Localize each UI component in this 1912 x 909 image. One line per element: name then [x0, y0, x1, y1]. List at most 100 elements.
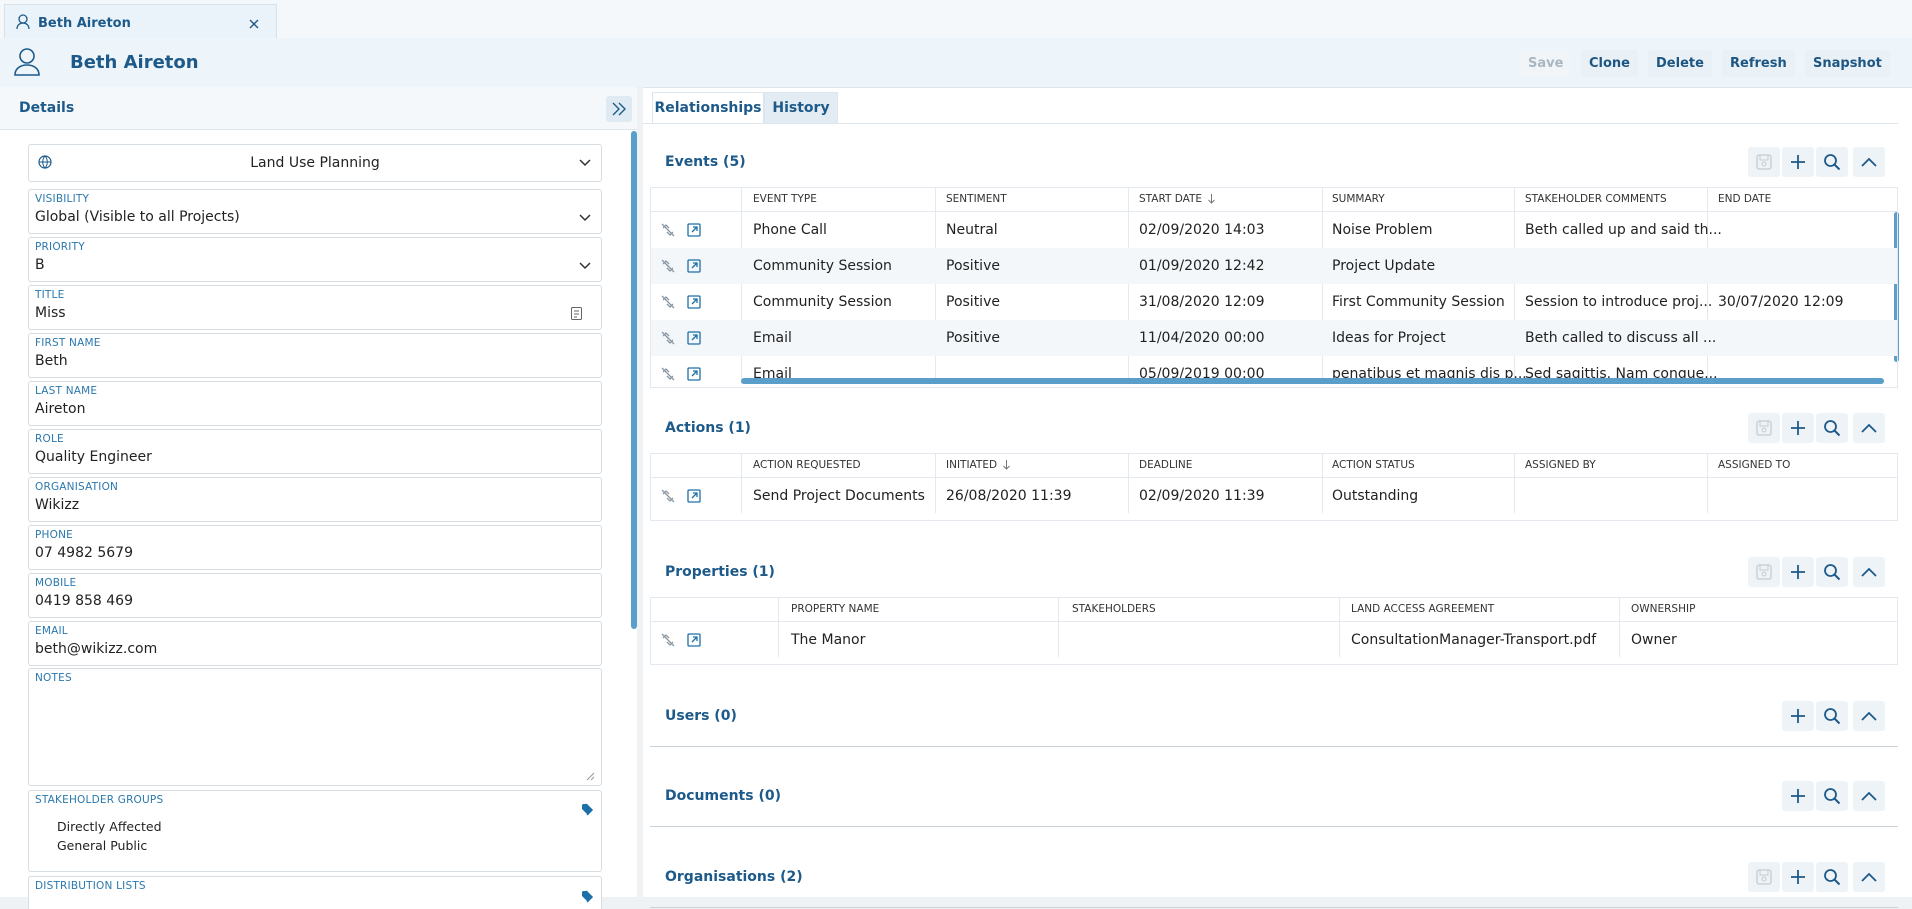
add-icon[interactable] [1790, 869, 1806, 885]
field-value[interactable]: 0419 858 469 [35, 593, 133, 609]
collapse-section-icon[interactable] [1861, 420, 1877, 436]
close-icon[interactable] [249, 19, 259, 29]
search-icon[interactable] [1824, 564, 1841, 581]
field-box[interactable] [28, 189, 602, 234]
add-icon[interactable] [1790, 154, 1806, 170]
toolbar-button[interactable]: Snapshot [1805, 50, 1890, 77]
chevron[interactable] [579, 214, 591, 222]
search-icon[interactable] [1824, 869, 1841, 886]
field-value[interactable]: Quality Engineer [35, 449, 152, 465]
column-header[interactable]: SUMMARY [1332, 193, 1385, 205]
section-title[interactable]: Organisations (2) [665, 869, 803, 885]
column-header[interactable]: LAND ACCESS AGREEMENT [1351, 603, 1495, 615]
search-icon[interactable] [1824, 788, 1841, 805]
open-icon[interactable] [687, 367, 701, 381]
notes-box[interactable] [28, 668, 602, 786]
column-header[interactable]: ACTION STATUS [1332, 459, 1415, 471]
search-icon[interactable] [1824, 420, 1841, 437]
field-value[interactable]: beth@wikizz.com [35, 641, 158, 657]
field-box[interactable] [28, 285, 602, 330]
unlink-icon[interactable] [661, 489, 675, 503]
open-icon[interactable] [687, 223, 701, 237]
chevron[interactable] [579, 262, 591, 270]
field-value[interactable]: B [35, 257, 45, 273]
icon-button[interactable] [1816, 781, 1848, 811]
project-select[interactable] [28, 144, 602, 182]
icon-button[interactable] [1853, 557, 1885, 587]
field-box[interactable] [28, 381, 602, 426]
add-icon[interactable] [1790, 788, 1806, 804]
toolbar-button[interactable]: Clone [1581, 50, 1638, 77]
section-title[interactable]: Documents (0) [665, 788, 781, 804]
toolbar-button[interactable]: Delete [1648, 50, 1712, 77]
icon-button[interactable] [1816, 557, 1848, 587]
column-header[interactable]: DEADLINE [1139, 459, 1193, 471]
field-box[interactable] [28, 333, 602, 378]
column-header[interactable]: PROPERTY NAME [791, 603, 880, 615]
column-header[interactable]: ASSIGNED BY [1525, 459, 1596, 471]
unlink-icon[interactable] [661, 367, 675, 381]
field-value[interactable]: Wikizz [35, 497, 80, 513]
column-header[interactable]: OWNERSHIP [1631, 603, 1696, 615]
collapse-section-icon[interactable] [1861, 708, 1877, 724]
icon-button[interactable] [1853, 413, 1885, 443]
column-header[interactable]: INITIATED [946, 459, 998, 471]
tab[interactable] [652, 92, 764, 123]
collapse-section-icon[interactable] [1861, 869, 1877, 885]
field-value[interactable]: Aireton [35, 401, 86, 417]
toolbar-button[interactable]: Refresh [1722, 50, 1795, 77]
field-box[interactable] [28, 429, 602, 474]
icon-button[interactable] [1816, 862, 1848, 892]
icon-button[interactable] [1853, 701, 1885, 731]
add-icon[interactable] [1790, 708, 1806, 724]
search-icon[interactable] [1824, 154, 1841, 171]
column-header[interactable]: END DATE [1718, 193, 1772, 205]
chevron[interactable] [579, 159, 591, 167]
open-icon[interactable] [687, 295, 701, 309]
column-header[interactable]: START DATE [1139, 193, 1203, 205]
open-icon[interactable] [687, 259, 701, 273]
icon-button[interactable] [1816, 701, 1848, 731]
field-value[interactable]: 07 4982 5679 [35, 545, 133, 561]
field-box[interactable] [28, 525, 602, 570]
tag-icon[interactable] [582, 890, 597, 903]
add-icon[interactable] [1790, 420, 1806, 436]
collapse-section-icon[interactable] [1861, 564, 1877, 580]
record-tab[interactable] [4, 4, 277, 38]
icon-button[interactable] [1816, 147, 1848, 177]
section-title[interactable]: Users (0) [665, 708, 737, 724]
field-box[interactable] [28, 621, 602, 666]
column-header[interactable]: SENTIMENT [946, 193, 1007, 205]
tag-icon[interactable] [582, 803, 597, 816]
right-scrollbar[interactable] [1894, 212, 1899, 362]
icon-button[interactable] [1816, 413, 1848, 443]
tab-label[interactable]: History [772, 100, 830, 116]
icon-button[interactable] [1853, 862, 1885, 892]
field-box[interactable] [28, 237, 602, 282]
collapse-section-icon[interactable] [1861, 154, 1877, 170]
open-icon[interactable] [687, 331, 701, 345]
horizontal-scrollbar[interactable] [741, 378, 1884, 384]
collapse-section-icon[interactable] [1861, 788, 1877, 804]
field-value[interactable]: Global (Visible to all Projects) [35, 209, 240, 225]
column-header[interactable]: EVENT TYPE [753, 193, 817, 205]
unlink-icon[interactable] [661, 295, 675, 309]
unlink-icon[interactable] [661, 259, 675, 273]
search-icon[interactable] [1824, 708, 1841, 725]
icon-button[interactable] [1853, 147, 1885, 177]
tab-label[interactable]: Relationships [654, 100, 762, 116]
open-icon[interactable] [687, 633, 701, 647]
tab-label[interactable]: Beth Aireton [38, 16, 131, 31]
column-header[interactable]: ACTION REQUESTED [753, 459, 861, 471]
unlink-icon[interactable] [661, 223, 675, 237]
field-box[interactable] [28, 573, 602, 618]
section-title[interactable]: Events (5) [665, 154, 746, 170]
section-title[interactable]: Properties (1) [665, 564, 775, 580]
column-header[interactable]: STAKEHOLDERS [1072, 603, 1156, 615]
lookup-icon[interactable] [571, 307, 582, 320]
column-header[interactable]: STAKEHOLDER COMMENTS [1525, 193, 1667, 205]
field-box[interactable] [28, 477, 602, 522]
unlink-icon[interactable] [661, 633, 675, 647]
field-value[interactable]: Beth [35, 353, 68, 369]
open-icon[interactable] [687, 489, 701, 503]
